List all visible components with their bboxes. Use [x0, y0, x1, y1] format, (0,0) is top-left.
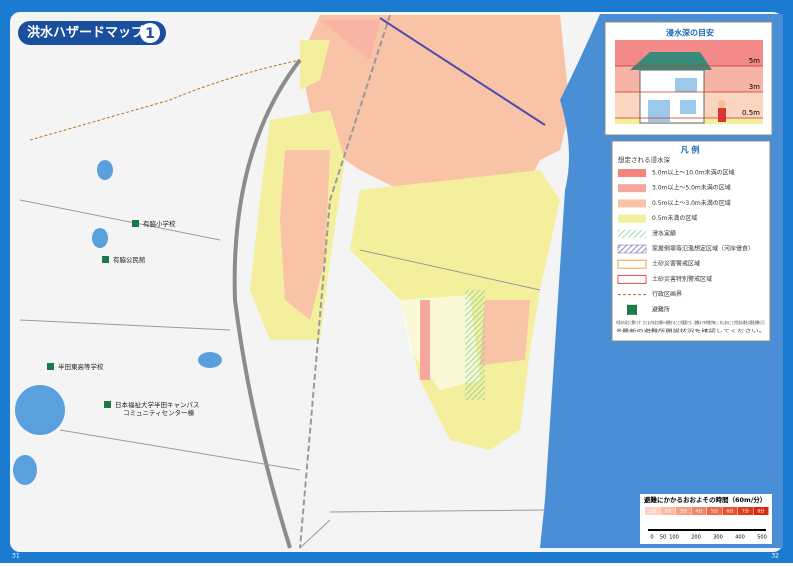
legend-subtitle: 想定される浸水深 — [618, 155, 671, 164]
legend-label: 5.0m以上～10.0m未満の区域 — [652, 169, 735, 177]
title: 洪水ハザードマップ — [27, 25, 145, 41]
scale-label: 300 — [713, 535, 723, 541]
legend-items: 5.0m以上～10.0m未満の区域 3.0m以上～5.0m未満の区域 0.5m以上～… — [617, 169, 754, 315]
time-segment-label: 1分 — [649, 508, 657, 515]
place-label: 日本福祉大学半田キャンパス — [115, 400, 200, 409]
legend-title: 凡 例 — [681, 145, 700, 155]
scale-label: 100 — [669, 535, 679, 541]
page-number: 32 — [771, 553, 779, 560]
scale-label: 200 — [691, 535, 701, 541]
ponds — [13, 160, 222, 485]
level-label: 0.5m — [742, 109, 760, 117]
time-segment-label: 8分 — [757, 508, 765, 515]
shelter-icon — [47, 363, 54, 370]
title-number: 1 — [145, 26, 155, 42]
place-label: 有脇小学校 — [143, 219, 176, 228]
legend-label: 3.0m以上～5.0m未満の区域 — [652, 184, 731, 192]
depth-guide-title: 浸水深の目安 — [666, 28, 714, 38]
scale-label: 500 — [757, 535, 767, 541]
legend-label: 浸水実績 — [652, 229, 676, 237]
flood-zones — [250, 15, 570, 450]
legend-label: 0.5m以上～3.0m未満の区域 — [652, 199, 731, 207]
time-segment-label: 3分 — [680, 508, 688, 515]
legend-swatch — [618, 199, 646, 208]
time-segment — [738, 507, 753, 515]
scale-label: 400 — [735, 535, 745, 541]
shelter-icon — [104, 401, 111, 408]
legend-swatch — [617, 244, 647, 254]
title-badge — [140, 23, 160, 43]
time-bar-title: 避難にかかるおおよその時間（60m/分） — [643, 495, 766, 504]
depth-levels: 5m 3m 0.5m — [615, 57, 763, 119]
page-number: 31 — [12, 553, 20, 560]
legend-swatch — [618, 229, 646, 238]
note: ※最新の避難所開設状況を確認してください。 — [616, 327, 766, 334]
time-segment — [753, 507, 769, 515]
note: ※浸水の深さに関わらず、ひとまず安全な場所へ避難することが重要です。（避難までの… — [616, 319, 766, 326]
time-segment-label: 6分 — [726, 508, 734, 515]
legend-swatch — [617, 259, 647, 269]
legend-label: 0.5m未満の区域 — [652, 214, 697, 222]
scale-label: 0 — [650, 535, 653, 541]
depth-guide — [604, 21, 773, 136]
notes: ※浸水の深さに関わらず、ひとまず安全な場所へ避難することが重要です。（避難までの… — [616, 319, 766, 334]
roads — [19, 14, 546, 549]
place-label: コミュニティセンター棟 — [123, 408, 195, 417]
time-segment-label: 2分 — [664, 508, 672, 515]
time-bar: 避難にかかるおおよその時間（60m/分） 1分 2分 3分 4分 5分 6分 7分 8分 0 50 1… — [640, 494, 772, 544]
legend-label: 土砂災害警戒区域 — [652, 260, 700, 268]
legend-swatch — [618, 214, 646, 223]
time-segment — [645, 507, 660, 515]
legend-label: 土砂災害特別警戒区域 — [652, 275, 712, 283]
legend-label: 避難所 — [652, 305, 670, 313]
place-label: 有脇公民館 — [113, 255, 146, 264]
time-segment — [722, 507, 738, 515]
legend-swatch — [617, 274, 647, 284]
places: 有脇小学校有脇公民館半田東高等学校日本福祉大学半田キャンパスコミュニティセンター… — [47, 219, 200, 417]
time-segment — [707, 507, 722, 515]
title-tab — [18, 21, 166, 45]
shelter-icon — [102, 256, 109, 263]
time-bar-bg — [640, 494, 772, 544]
legend-swatch — [618, 169, 646, 177]
legend-label: 家屋倒壊等氾濫想定区域（河岸侵食） — [652, 245, 754, 253]
time-segment-label: 5分 — [711, 508, 719, 515]
legend-swatch — [627, 304, 637, 315]
level-label: 3m — [749, 83, 760, 91]
level-label: 5m — [749, 57, 760, 65]
time-segment — [660, 507, 676, 515]
past-flood — [465, 290, 485, 400]
time-segment-label: 4分 — [695, 508, 703, 515]
time-segment-label: 7分 — [742, 508, 750, 515]
legend-label: 行政区画界 — [652, 290, 682, 298]
legend-swatch — [618, 184, 646, 193]
shelter-icon — [132, 220, 139, 227]
time-segment — [676, 507, 691, 515]
scale-label: 50 — [660, 535, 666, 541]
time-segment — [691, 507, 707, 515]
place-label: 半田東高等学校 — [58, 362, 104, 371]
